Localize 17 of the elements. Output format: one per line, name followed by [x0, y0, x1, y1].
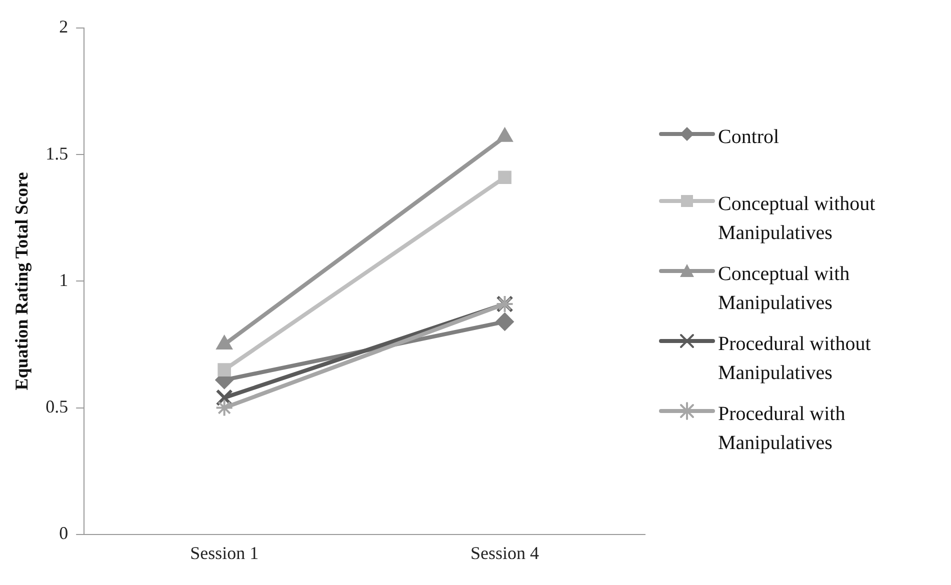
legend-label: Conceptual with Manipulatives — [717, 262, 851, 316]
point — [215, 398, 234, 417]
point — [218, 363, 231, 376]
y-axis-title: Equation Rating Total Score — [11, 172, 32, 390]
legend-label: Conceptual without Manipulatives — [717, 192, 876, 246]
x-tick-label: Session 1 — [190, 542, 259, 563]
y-tick-label: 1 — [59, 270, 68, 290]
point — [498, 170, 512, 184]
y-tick-label: 0.5 — [46, 396, 68, 417]
x-tick-label: Session 4 — [470, 542, 540, 563]
legend-label: Control — [717, 125, 780, 150]
point — [496, 312, 514, 331]
legend-label: Procedural with Manipulatives — [717, 402, 846, 456]
y-tick-label: 1.5 — [46, 143, 68, 164]
y-tick-label: 2 — [59, 16, 68, 37]
y-tick-label: 0 — [59, 523, 68, 544]
legend-label: Procedural without Manipulatives — [717, 332, 872, 386]
